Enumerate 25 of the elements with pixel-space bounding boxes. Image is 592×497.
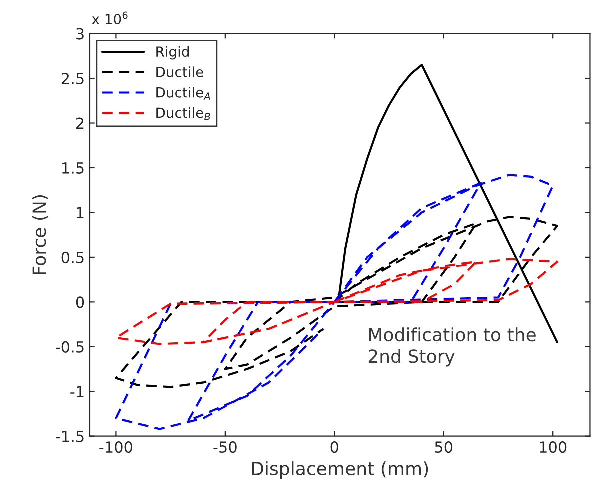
text: x 10$^{6}$ [92, 12, 128, 25]
x-tick-label: 50 [435, 441, 453, 454]
y-tick-label: 1.5 [62, 162, 84, 174]
x-tick-label: -50 [214, 441, 237, 454]
y-tick-label: 0 [76, 296, 84, 308]
x-tick-label: 100 [540, 441, 567, 454]
x-axis-title: Displacement (mm) [252, 462, 428, 480]
y-tick-label: 2 [76, 118, 84, 130]
line-series [115, 258, 558, 346]
y-tick-label: -1 [70, 386, 84, 398]
line-series [115, 174, 554, 430]
y-tick-label: 3 [76, 28, 84, 40]
legend-label: Rigid [156, 46, 189, 60]
y-axis-title: Force (N) [32, 196, 48, 274]
y-tick-label: 0.5 [62, 252, 84, 264]
x-tick-label: 0 [330, 441, 338, 454]
legend-label: Ductile$_{B}$ [156, 107, 210, 120]
legend-label: Ductile [156, 66, 204, 78]
y-tick-label: 2.5 [62, 72, 84, 85]
y-tick-label: -0.5 [56, 341, 84, 353]
y-tick-label: 1 [77, 207, 84, 219]
annotation: Modification to the 2nd Story [368, 328, 536, 367]
x-tick-label: -100 [100, 441, 133, 454]
y-tick-label: -1.5 [56, 431, 84, 442]
legend-label: Ductile$_{A}$ [156, 87, 210, 100]
